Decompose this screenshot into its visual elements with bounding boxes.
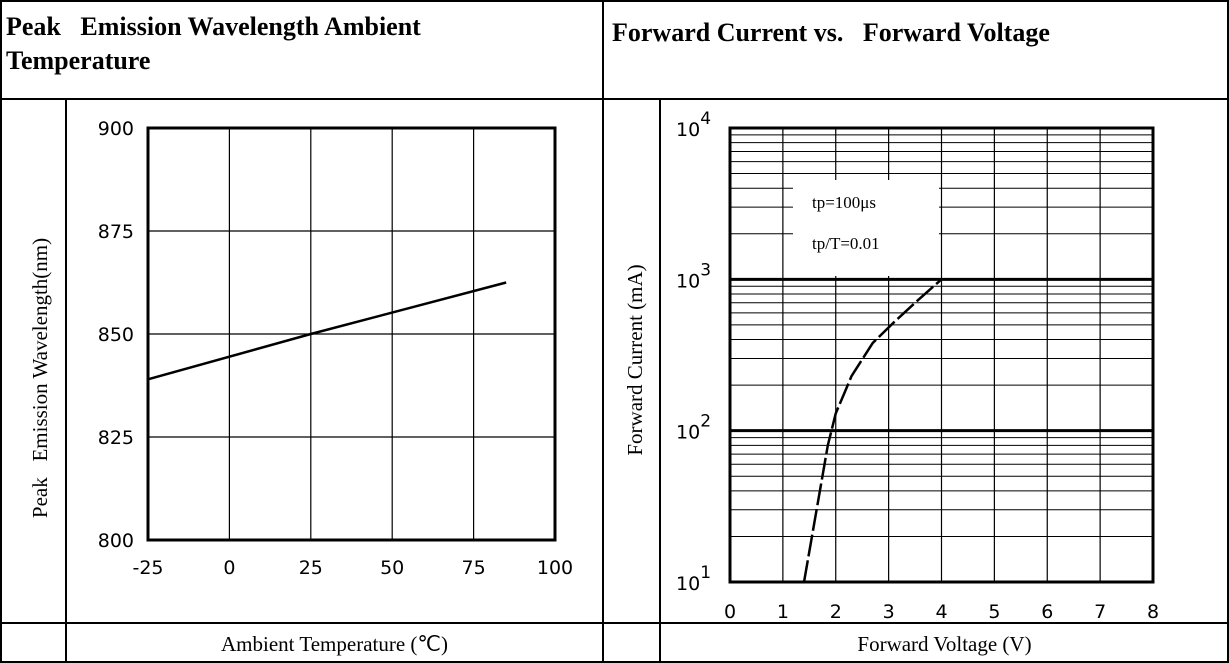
left-y-ticks: 800 825 850 875 900 bbox=[98, 118, 134, 552]
left-y-tick-label: 875 bbox=[98, 221, 134, 243]
annotation-duty-cycle: tp/T=0.01 bbox=[812, 234, 880, 253]
left-y-axis-label: Peak Emission Wavelength(nm) bbox=[28, 238, 52, 518]
right-y-tick-label: 104 bbox=[676, 109, 711, 141]
right-x-axis-label: Forward Voltage (V) bbox=[857, 632, 1032, 656]
left-x-tick-label: 25 bbox=[299, 557, 323, 579]
left-x-tick-label: 75 bbox=[462, 557, 486, 579]
right-y-tick-label: 102 bbox=[676, 412, 711, 444]
left-y-tick-label: 800 bbox=[98, 530, 134, 552]
right-x-tick-label: 1 bbox=[777, 601, 789, 623]
left-title-line1: Peak Emission Wavelength Ambient bbox=[6, 12, 421, 41]
left-y-tick-label: 825 bbox=[98, 427, 134, 449]
tick-exponent: 4 bbox=[700, 109, 711, 129]
tick-base: 10 bbox=[676, 119, 700, 141]
tick-base: 10 bbox=[676, 270, 700, 292]
right-y-tick-label: 103 bbox=[676, 260, 711, 292]
right-x-tick-label: 2 bbox=[830, 601, 842, 623]
left-series bbox=[147, 281, 507, 381]
left-title-line2: Temperature bbox=[6, 46, 151, 75]
right-chart-title: Forward Current vs. Forward Voltage bbox=[612, 18, 1050, 47]
tick-exponent: 2 bbox=[700, 412, 711, 432]
left-chart-title: Peak Emission Wavelength Ambient Tempera… bbox=[6, 10, 596, 78]
left-x-tick-label: 100 bbox=[537, 557, 573, 579]
right-x-tick-label: 8 bbox=[1147, 601, 1159, 623]
left-series-line bbox=[147, 281, 507, 381]
right-series-line bbox=[802, 278, 943, 583]
left-x-axis-label: Ambient Temperature (℃) bbox=[221, 632, 448, 656]
left-x-ticks: -25 0 25 50 75 100 bbox=[132, 557, 573, 579]
right-x-tick-label: 5 bbox=[988, 601, 1000, 623]
right-x-tick-label: 0 bbox=[724, 601, 736, 623]
right-series bbox=[802, 278, 943, 583]
left-x-tick-label: -25 bbox=[132, 557, 163, 579]
left-y-tick-label: 900 bbox=[98, 118, 134, 140]
right-x-ticks: 0 1 2 3 4 5 6 7 8 bbox=[724, 601, 1159, 623]
left-y-tick-label: 850 bbox=[98, 324, 134, 346]
annotation-pulse-width: tp=100μs bbox=[812, 193, 876, 212]
right-y-tick-label: 101 bbox=[676, 563, 711, 595]
tick-exponent: 1 bbox=[700, 563, 711, 583]
right-plot-border bbox=[728, 126, 1155, 584]
right-x-tick-label: 6 bbox=[1041, 601, 1053, 623]
right-x-tick-label: 7 bbox=[1094, 601, 1106, 623]
right-x-tick-label: 4 bbox=[935, 601, 947, 623]
tick-base: 10 bbox=[676, 422, 700, 444]
tick-base: 10 bbox=[676, 573, 700, 595]
annotation-box bbox=[793, 180, 939, 276]
tick-exponent: 3 bbox=[700, 260, 711, 280]
right-x-tick-label: 3 bbox=[883, 601, 895, 623]
left-plot-border bbox=[146, 126, 557, 542]
right-y-axis-label: Forward Current (mA) bbox=[623, 264, 647, 455]
left-x-tick-label: 50 bbox=[380, 557, 404, 579]
left-x-tick-label: 0 bbox=[223, 557, 235, 579]
